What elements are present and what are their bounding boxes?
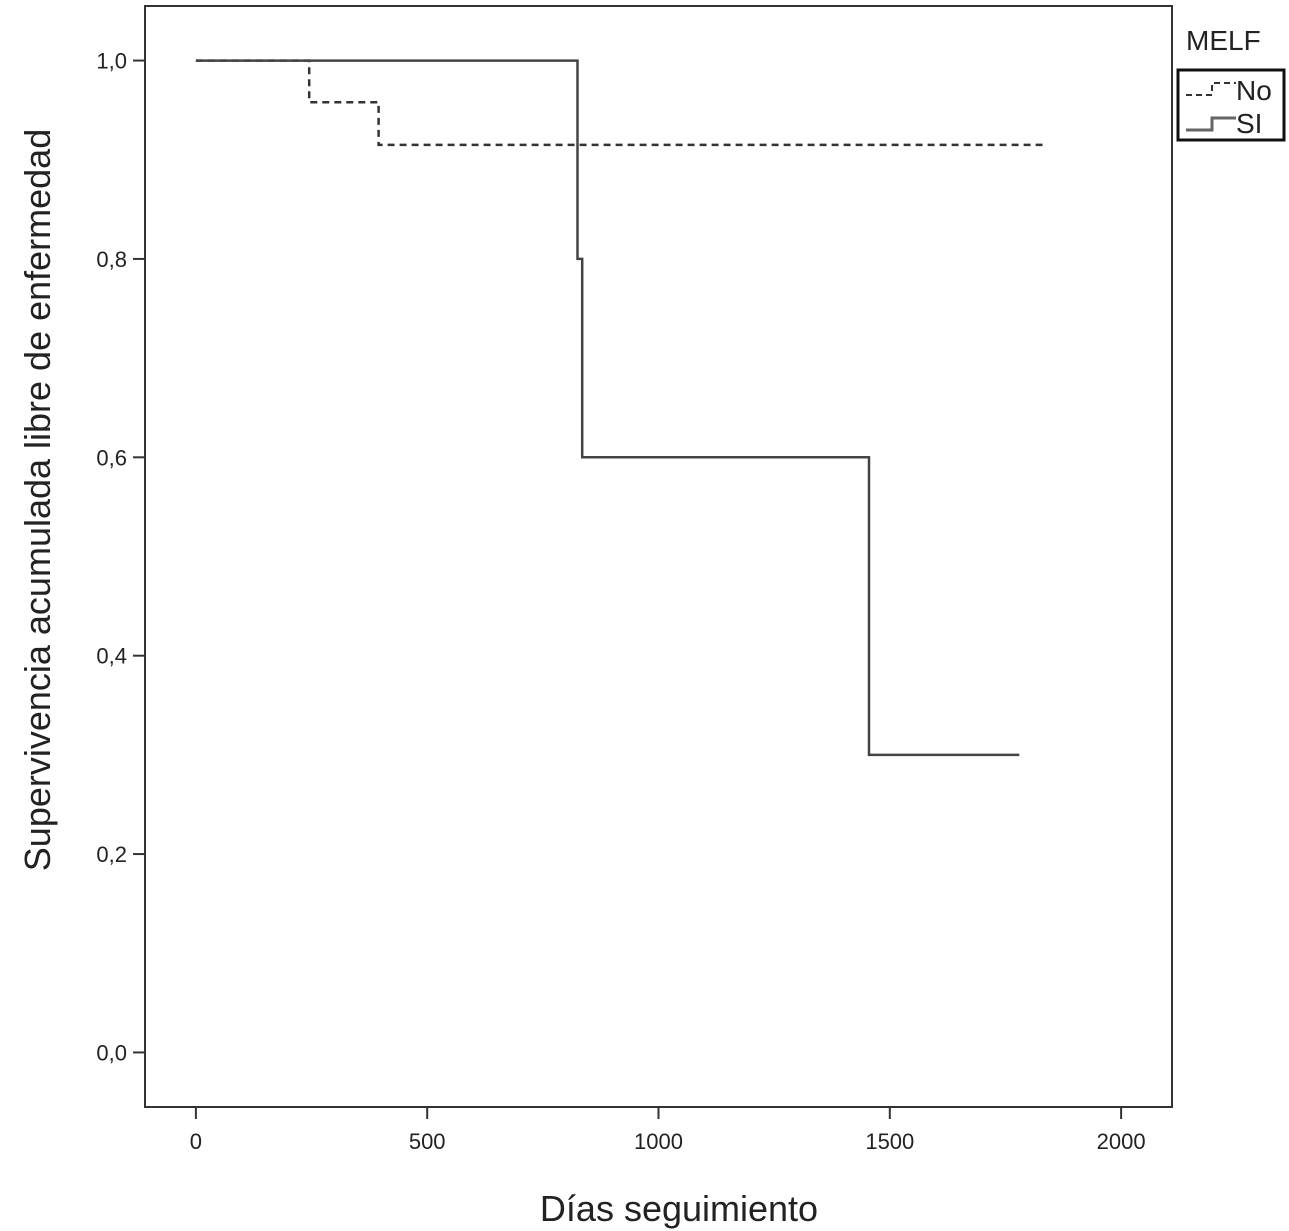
legend-swatch-no [1186, 82, 1236, 96]
legend-box [1176, 68, 1286, 142]
y-tick-label: 0,2 [96, 842, 127, 867]
x-tick-label: 1500 [865, 1129, 914, 1154]
y-tick-label: 1,0 [96, 49, 127, 74]
x-axis-ticks: 0 500 1000 1500 2000 [190, 1107, 1146, 1154]
y-tick-label: 0,4 [96, 644, 127, 669]
series-line-no [195, 59, 1043, 147]
series-layer [195, 59, 1043, 757]
y-tick-label: 0,8 [96, 247, 127, 272]
legend-label-si: SI [1236, 108, 1262, 139]
x-tick-label: 2000 [1097, 1129, 1146, 1154]
legend-title: MELF [1186, 25, 1261, 56]
series-line-si [195, 59, 1020, 757]
x-axis-label: Días seguimiento [540, 1188, 818, 1229]
x-tick-label: 500 [409, 1129, 446, 1154]
y-tick-label: 0,6 [96, 445, 127, 470]
legend-label-no: No [1236, 75, 1272, 106]
y-axis-label: Supervivencia acumulada libre de enferme… [17, 129, 58, 871]
x-tick-label: 0 [190, 1129, 202, 1154]
y-axis-ticks: 0,0 0,2 0,4 0,6 0,8 1,0 [96, 49, 145, 1065]
legend-swatch-si [1186, 116, 1236, 132]
y-tick-label: 0,0 [96, 1040, 127, 1065]
plot-frame [144, 5, 1173, 1108]
legend: MELF No SI [1176, 25, 1286, 142]
x-tick-label: 1000 [634, 1129, 683, 1154]
